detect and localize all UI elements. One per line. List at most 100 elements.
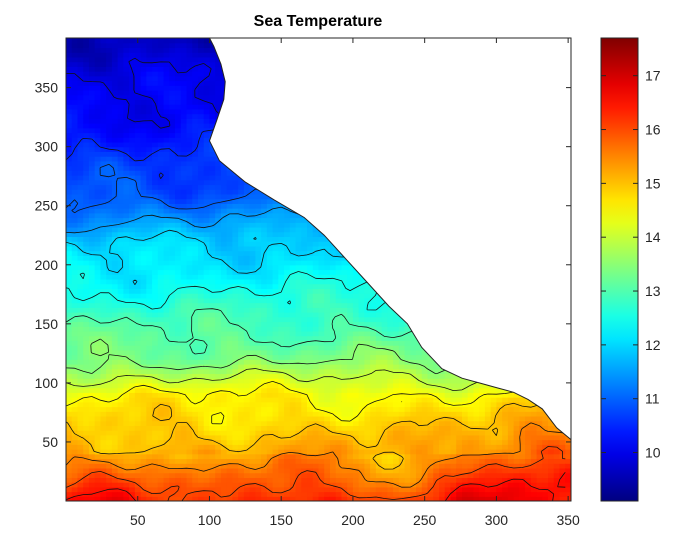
heat-cell <box>77 368 84 375</box>
heat-cell <box>289 245 297 252</box>
heat-cell <box>152 477 159 483</box>
heat-cell <box>94 283 102 289</box>
heat-cell <box>163 80 170 86</box>
heat-cell <box>106 208 113 214</box>
heat-cell <box>157 89 165 96</box>
heat-cell <box>169 212 176 219</box>
heat-cell <box>301 264 308 271</box>
heat-cell <box>88 496 96 501</box>
heat-cell <box>146 236 153 242</box>
heat-cell <box>238 420 245 426</box>
heat-cell <box>261 231 268 238</box>
heat-cell <box>123 363 130 370</box>
heat-cell <box>203 66 211 72</box>
heat-cell <box>94 99 102 105</box>
heat-cell <box>295 236 302 242</box>
heat-cell <box>203 382 211 389</box>
heat-cell <box>106 89 113 96</box>
heat-cell <box>152 38 159 44</box>
heat-cell <box>117 212 124 219</box>
heat-cell <box>169 56 176 63</box>
heat-cell <box>129 175 136 181</box>
heat-cell <box>71 231 79 238</box>
heat-cell <box>186 349 193 356</box>
heat-cell <box>77 260 84 266</box>
heat-cell <box>255 472 262 478</box>
heat-cell <box>88 146 96 152</box>
heat-cell <box>88 349 96 356</box>
heat-cell <box>284 212 291 219</box>
heat-cell <box>117 231 124 238</box>
heat-cell <box>186 439 193 445</box>
heat-cell <box>243 198 251 204</box>
heat-cell <box>157 302 165 308</box>
heat-cell <box>295 425 302 431</box>
heat-cell <box>261 208 268 214</box>
heat-cell <box>192 439 199 445</box>
heat-cell <box>175 89 182 96</box>
heat-cell <box>186 359 193 365</box>
heat-cell <box>94 245 102 252</box>
heat-cell <box>186 160 193 167</box>
heat-cell <box>209 193 216 200</box>
heat-cell <box>209 231 216 238</box>
heat-cell <box>83 212 90 219</box>
heat-cell <box>66 156 73 162</box>
heat-cell <box>180 340 188 346</box>
heat-cell <box>157 283 165 289</box>
heat-cell <box>157 359 165 365</box>
heat-cell <box>123 245 130 252</box>
heat-cell <box>94 236 102 242</box>
heat-cell <box>186 231 193 238</box>
heat-cell <box>197 179 205 186</box>
heat-cell <box>295 312 302 318</box>
heat-cell <box>215 430 222 436</box>
heat-cell <box>117 38 124 44</box>
heat-cell <box>106 278 113 285</box>
heat-cell <box>180 283 188 289</box>
heat-cell <box>163 340 170 346</box>
heat-cell <box>77 66 84 72</box>
heat-cell <box>123 38 130 44</box>
heat-cell <box>88 477 96 483</box>
heat-cell <box>312 359 320 365</box>
heat-cell <box>197 278 205 285</box>
heat-cell <box>94 226 102 233</box>
heat-cell <box>329 425 337 431</box>
heat-cell <box>289 264 297 271</box>
heat-cell <box>301 345 308 351</box>
heat-cell <box>134 260 142 266</box>
heat-cell <box>111 75 119 82</box>
heat-cell <box>169 123 176 129</box>
heat-cell <box>295 496 302 501</box>
heat-cell <box>301 269 308 275</box>
heat-cell <box>278 245 285 252</box>
heat-cell <box>197 406 205 412</box>
heat-cell <box>94 189 102 195</box>
heat-cell <box>215 278 222 285</box>
heat-cell <box>152 170 159 176</box>
heat-cell <box>106 47 113 53</box>
heat-cell <box>192 156 199 162</box>
heat-cell <box>180 321 188 327</box>
heat-cell <box>152 373 159 379</box>
heat-cell <box>117 137 124 143</box>
heat-cell <box>347 430 354 436</box>
heat-cell <box>106 269 113 275</box>
heat-cell <box>111 293 119 299</box>
heat-cell <box>243 363 251 370</box>
heat-cell <box>163 260 170 266</box>
heat-cell <box>83 179 90 186</box>
heat-cell <box>129 359 136 365</box>
heat-cell <box>226 463 234 469</box>
heat-cell <box>261 316 268 323</box>
heat-cell <box>220 274 228 280</box>
heat-cell <box>66 269 73 275</box>
heat-cell <box>94 477 102 483</box>
heat-cell <box>134 415 142 422</box>
heat-cell <box>255 217 262 223</box>
heat-cell <box>146 297 153 304</box>
heat-cell <box>77 165 84 171</box>
heat-cell <box>140 222 147 228</box>
heat-cell <box>169 38 176 44</box>
